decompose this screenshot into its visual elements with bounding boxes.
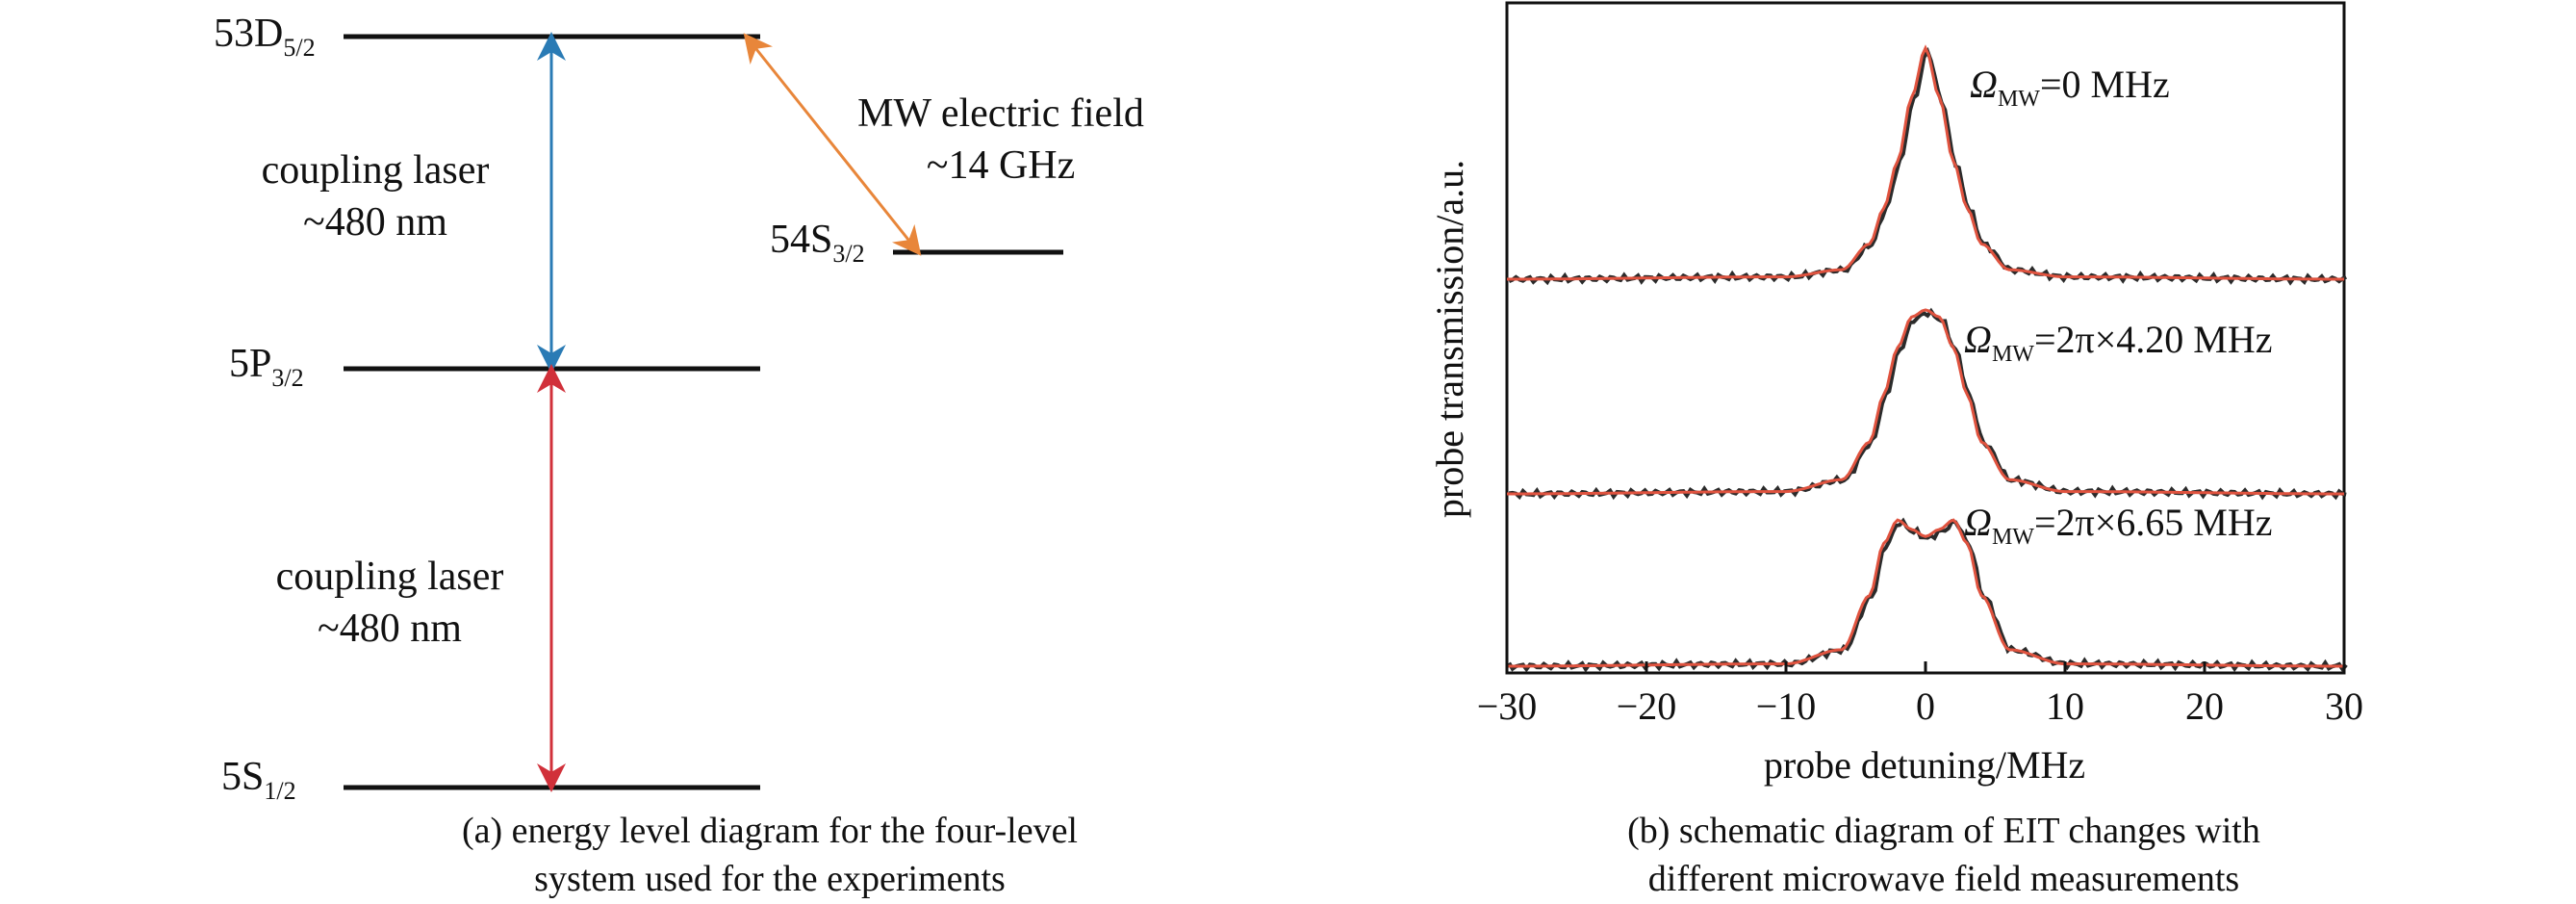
y-axis-label: probe transmission/a.u. <box>1428 160 1471 518</box>
traces-layer <box>1507 44 2348 673</box>
trace-label-1: ΩMW=2π×4.20 MHz <box>1964 318 2273 367</box>
level-5s-label: 5S1/2 <box>221 755 296 805</box>
level-53d-label: 53D5/2 <box>214 12 316 62</box>
x-tick-label-0: −30 <box>1477 684 1538 728</box>
ticks-layer: −30 −20 −10 0 10 20 30 <box>1477 661 2363 728</box>
mw-transition-label: MW electric field ~14 GHz <box>857 91 1144 188</box>
x-axis-label: probe detuning/MHz <box>1764 743 2085 787</box>
fit-trace-0 <box>1507 44 2344 281</box>
measured-trace-0 <box>1508 46 2347 286</box>
eit-chart: −30 −20 −10 0 10 20 30 probe transmission/a.u.… <box>1428 1 2363 787</box>
fit-trace-1 <box>1507 308 2344 496</box>
energy-level-svg <box>344 32 1063 792</box>
measured-trace-1 <box>1508 307 2347 501</box>
level-54s-label: 54S3/2 <box>770 218 865 268</box>
x-tick-label-5: 20 <box>2185 684 2224 728</box>
caption-a: (a) energy level diagram for the four-le… <box>461 811 1078 899</box>
trace-label-0: ΩMW=0 MHz <box>1970 63 2170 112</box>
caption-b: (b) schematic diagram of EIT changes wit… <box>1627 811 2260 899</box>
x-tick-label-2: −10 <box>1756 684 1817 728</box>
x-tick-label-6: 30 <box>2325 684 2363 728</box>
x-tick-label-3: 0 <box>1916 684 1935 728</box>
lower-transition-label: coupling laser ~480 nm <box>275 555 504 651</box>
trace-label-2: ΩMW=2π×6.65 MHz <box>1964 501 2273 550</box>
upper-transition-label: coupling laser ~480 nm <box>261 148 490 245</box>
x-tick-label-4: 10 <box>2046 684 2084 728</box>
x-tick-label-1: −20 <box>1617 684 1677 728</box>
level-5p-label: 5P3/2 <box>229 342 304 392</box>
mw-field-arrow <box>743 33 922 256</box>
